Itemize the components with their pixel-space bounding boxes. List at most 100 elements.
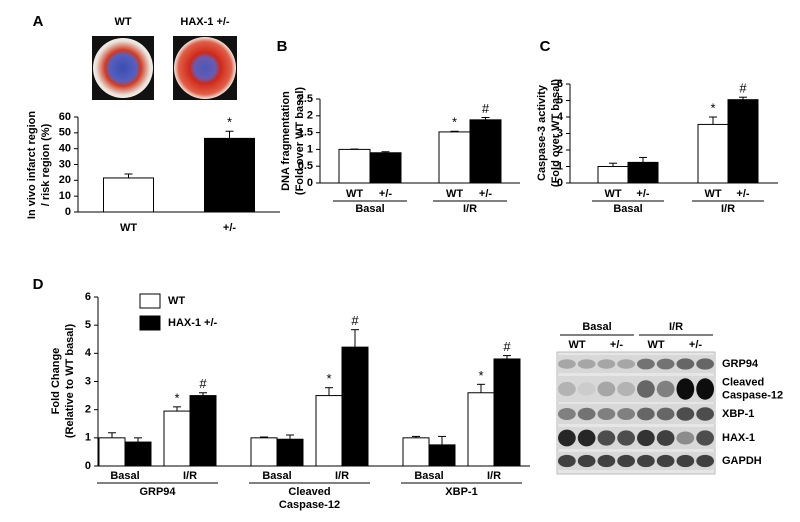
blot-strip	[557, 427, 715, 449]
blot-genotype: +/-	[610, 339, 623, 351]
bar	[315, 395, 343, 467]
blot-strip	[557, 404, 715, 424]
y-tick-label: 50	[59, 127, 71, 139]
panel-label: B	[277, 38, 288, 55]
bar	[438, 131, 471, 184]
y-axis-label: (Relative to WT basal)	[64, 324, 76, 439]
blot-band	[637, 407, 655, 421]
y-tick-label: 0	[307, 177, 313, 189]
bar-label: WT	[704, 188, 721, 200]
blot-row-label: GRP94	[722, 358, 759, 370]
y-tick-label: 3	[85, 375, 91, 387]
y-axis-label: Fold Change	[50, 348, 62, 415]
bar	[163, 410, 191, 467]
x-tick-label: Basal	[613, 203, 642, 215]
significance-mark: #	[739, 81, 747, 96]
blot-strip	[557, 452, 715, 470]
bar	[98, 437, 126, 467]
bar-label: WT	[604, 188, 621, 200]
bar	[250, 437, 278, 467]
blot-band	[637, 380, 655, 398]
significance-mark: *	[174, 390, 179, 405]
bar	[493, 358, 521, 467]
x-tick-label: I/R	[335, 470, 349, 482]
y-tick-label: 0.5	[298, 160, 313, 172]
y-tick-label: 60	[59, 111, 71, 123]
y-tick-label: 0	[65, 206, 71, 218]
blot-row-label: GAPDH	[722, 455, 762, 467]
blot-band	[597, 430, 616, 446]
group-label: GRP94	[139, 486, 176, 498]
bar	[402, 437, 430, 467]
y-tick-label: 2	[85, 404, 91, 416]
blot-band	[637, 358, 655, 370]
group-label: Caspase-12	[279, 499, 340, 511]
blot-band	[656, 358, 675, 370]
bar	[727, 99, 759, 184]
blot-band	[558, 359, 576, 369]
image-label: HAX-1 +/-	[180, 16, 230, 28]
blot-condition: Basal	[582, 321, 611, 333]
y-tick-label: 4	[557, 111, 564, 123]
blot-band	[577, 407, 596, 421]
blot-band	[656, 454, 675, 468]
error-bar	[481, 116, 490, 120]
group-label: Cleaved	[288, 486, 330, 498]
blot-band	[577, 454, 596, 468]
panel-label: D	[33, 276, 44, 293]
bar-label: WT	[346, 188, 363, 200]
blot-row-label: HAX-1	[722, 432, 755, 444]
panel-label: A	[33, 13, 44, 30]
legend-label: WT	[168, 295, 185, 307]
blot-band	[577, 382, 596, 396]
y-axis-label: (Fold over WT basal)	[550, 79, 562, 188]
y-tick-label: 30	[59, 158, 71, 170]
blot-band	[676, 454, 695, 468]
blot-band	[696, 378, 714, 400]
error-bar	[260, 436, 268, 438]
error-bar	[199, 392, 207, 396]
legend-swatch	[139, 315, 161, 331]
blot-genotype: WT	[568, 339, 585, 351]
blot-band	[696, 407, 714, 421]
heart-image	[93, 38, 153, 98]
bar	[341, 346, 369, 467]
x-tick-label: I/R	[183, 470, 197, 482]
error-bar	[477, 383, 485, 393]
x-tick-label: I/R	[463, 203, 477, 215]
blot-band	[637, 429, 655, 447]
y-tick-label: 1.5	[298, 127, 313, 139]
blot-band	[577, 359, 596, 369]
blot-band	[676, 431, 695, 445]
image-label: WT	[114, 16, 131, 28]
significance-mark: #	[351, 313, 359, 328]
blot-band	[558, 429, 576, 447]
bar-label: +/-	[636, 188, 649, 200]
error-bar	[503, 355, 511, 359]
significance-mark: *	[227, 115, 232, 130]
bar	[627, 161, 659, 184]
blot-row-label: Cleaved	[722, 376, 764, 388]
blot-band	[597, 408, 616, 420]
bar	[189, 395, 217, 467]
significance-mark: #	[199, 376, 207, 391]
bar	[338, 148, 371, 184]
blot-band	[558, 454, 576, 468]
error-bar	[351, 329, 359, 348]
blot-band	[696, 358, 714, 370]
error-bar	[134, 437, 142, 443]
blot-row-label: XBP-1	[722, 408, 754, 420]
significance-mark: *	[710, 100, 715, 115]
error-bar	[108, 432, 116, 438]
x-tick-label: +/-	[223, 222, 236, 234]
y-tick-label: 2	[307, 110, 313, 122]
y-tick-label: 5	[85, 319, 91, 331]
error-bar	[173, 406, 181, 412]
bar	[103, 177, 154, 213]
blot-band	[676, 378, 695, 400]
blot-strip	[557, 355, 715, 373]
significance-mark: *	[326, 371, 331, 386]
blot-condition: I/R	[669, 321, 683, 333]
blot-band	[597, 381, 616, 397]
